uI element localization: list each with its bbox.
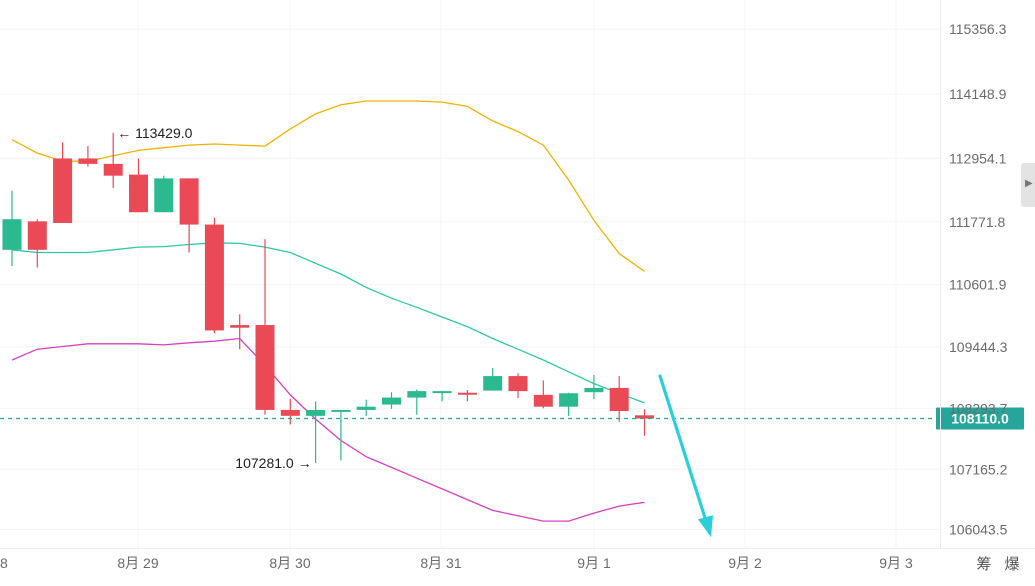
candle-body [432,391,452,394]
x-axis: 8 8月 29 8月 30 8月 31 9月 1 9月 2 9月 3 [0,548,1035,571]
candle-body [53,158,73,223]
candle [483,368,503,391]
candle-body [103,163,123,176]
candle-body [255,325,275,410]
x-tick-label: 8月 31 [420,555,461,571]
candle [179,178,199,253]
candle [635,409,654,436]
band-upper-line [11,100,645,272]
candle-body [559,393,579,407]
x-tick-label: 8 [0,555,8,571]
candle [280,398,300,425]
candle [306,401,326,464]
x-tick-label: 9月 2 [728,555,762,571]
y-tick-label: 110601.9 [949,277,1007,293]
candle [53,142,73,223]
low-annotation: 107281.0 → [235,455,311,471]
side-panel-toggle[interactable]: ▶ [1021,163,1035,207]
candle [154,175,174,213]
candle [230,314,250,350]
candle-body [154,178,174,213]
candle-body [129,174,148,213]
candle [508,373,528,399]
y-tick-label: 109444.3 [949,339,1008,355]
candle-body [635,415,654,419]
band-middle-line [11,242,645,404]
y-tick-label: 112954.1 [949,150,1007,166]
chart-grid [0,0,940,548]
candle-body [584,387,604,393]
candle [27,219,47,268]
candle-body [27,221,47,250]
y-tick-label: 106043.5 [949,522,1008,538]
candlesticks [2,132,654,464]
candle [2,190,22,266]
candle [559,392,579,416]
arrow-right-icon: ▶ [1025,178,1033,189]
projection-arrow-head [698,515,713,538]
current-price-label: 108110.0 [951,411,1009,427]
candle-body [331,409,351,412]
candle [129,158,148,213]
high-annotation: ← 113429.0 [117,125,192,141]
candle-body [483,376,503,391]
bottom-toolbar[interactable]: 筹爆 [976,556,1019,573]
candle [204,217,224,334]
y-axis: 115356.3 114148.9 112954.1 111771.8 110601.9… [940,0,1008,548]
candle-body [179,178,199,225]
chips-icon[interactable]: 筹 [976,556,991,573]
y-tick-label: 111771.8 [949,214,1006,230]
x-tick-label: 9月 1 [577,555,611,571]
candle [457,390,477,402]
candle [432,391,452,402]
candle-body [78,158,98,164]
x-tick-label: 8月 30 [269,555,310,571]
candle-body [204,224,224,331]
candle-body [382,397,401,405]
candle [407,389,427,415]
candle-body [306,409,326,416]
candle-body [407,391,427,398]
candle-body [2,219,22,250]
y-tick-label: 108293.7 [949,401,1008,417]
current-price-tag [936,407,1024,430]
candle [533,380,553,409]
candle [609,376,629,422]
candle [584,375,604,400]
candle-body [457,392,477,395]
candle [78,146,98,167]
y-tick-label: 107165.2 [949,461,1008,477]
candle [103,132,123,189]
candle-body [356,406,376,410]
candle-body [609,387,629,411]
x-tick-label: 9月 3 [879,555,913,571]
candle [382,392,401,409]
band-lower-line [11,337,645,522]
candle [255,239,275,415]
candle [356,399,376,416]
y-tick-label: 115356.3 [949,21,1007,37]
candle-body [533,394,553,407]
candle-body [230,325,250,328]
projection-arrow-line [658,374,710,529]
liquidation-icon[interactable]: 爆 [1004,556,1019,573]
y-tick-label: 114148.9 [949,86,1007,102]
candle-body [280,409,300,416]
chart-overlay: 108110.0 ← 113429.0 107281.0 → [0,125,1024,538]
bollinger-bands [11,100,645,522]
candle-body [508,376,528,392]
x-tick-label: 8月 29 [117,555,158,571]
candle [331,409,351,461]
